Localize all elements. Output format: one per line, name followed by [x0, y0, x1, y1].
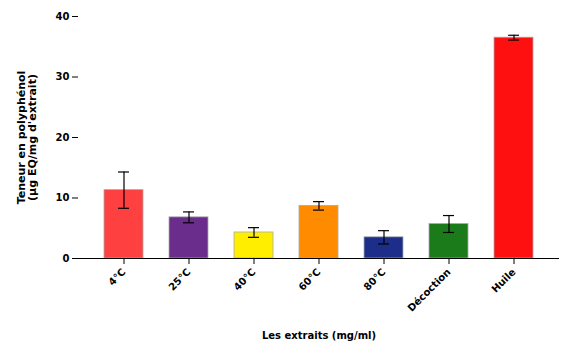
svg-text:40°C: 40°C	[231, 266, 257, 292]
svg-text:20: 20	[56, 132, 70, 143]
svg-text:40: 40	[56, 11, 70, 22]
svg-text:Les extraits (mg/ml): Les extraits (mg/ml)	[262, 330, 376, 341]
svg-text:60°C: 60°C	[296, 266, 322, 292]
svg-text:80°C: 80°C	[361, 266, 387, 292]
svg-text:25°C: 25°C	[166, 266, 192, 292]
svg-text:Décoction: Décoction	[405, 266, 452, 313]
svg-text:Huile: Huile	[489, 266, 518, 295]
svg-text:30: 30	[56, 71, 70, 82]
svg-text:Teneur en polyphénol(µg EQ/mg: Teneur en polyphénol(µg EQ/mg d'extrait)	[15, 71, 39, 205]
svg-text:4°C: 4°C	[106, 266, 127, 287]
svg-text:0: 0	[63, 253, 70, 264]
svg-text:10: 10	[56, 192, 70, 203]
